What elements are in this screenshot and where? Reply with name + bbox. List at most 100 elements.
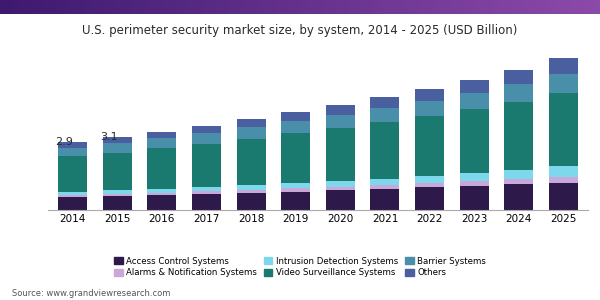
- Bar: [415, 100, 444, 116]
- Bar: [460, 186, 489, 210]
- Bar: [498, 0, 505, 14]
- Bar: [6, 0, 13, 14]
- Bar: [281, 134, 310, 183]
- Bar: [120, 0, 127, 14]
- Bar: [396, 0, 403, 14]
- Bar: [505, 184, 533, 210]
- Bar: [370, 184, 400, 189]
- Bar: [462, 0, 469, 14]
- Bar: [505, 84, 533, 102]
- Bar: [594, 0, 600, 14]
- Bar: [102, 0, 109, 14]
- Bar: [582, 0, 589, 14]
- Bar: [370, 97, 400, 108]
- Bar: [216, 0, 223, 14]
- Bar: [192, 194, 221, 210]
- Bar: [246, 0, 253, 14]
- Bar: [549, 93, 578, 166]
- Bar: [549, 166, 578, 177]
- Bar: [588, 0, 595, 14]
- Bar: [150, 0, 157, 14]
- Bar: [281, 188, 310, 192]
- Bar: [282, 0, 289, 14]
- Bar: [66, 0, 73, 14]
- Bar: [236, 193, 266, 210]
- Bar: [366, 0, 373, 14]
- Bar: [460, 173, 489, 181]
- Bar: [281, 183, 310, 188]
- Bar: [505, 170, 533, 179]
- Bar: [415, 176, 444, 183]
- Bar: [370, 189, 400, 210]
- Bar: [192, 144, 221, 188]
- Bar: [468, 0, 475, 14]
- Bar: [58, 148, 87, 156]
- Bar: [549, 74, 578, 93]
- Bar: [456, 0, 463, 14]
- Bar: [103, 190, 131, 194]
- Bar: [534, 0, 541, 14]
- Bar: [180, 0, 187, 14]
- Bar: [505, 179, 533, 184]
- Bar: [415, 183, 444, 188]
- Bar: [414, 0, 421, 14]
- Bar: [84, 0, 91, 14]
- Bar: [24, 0, 31, 14]
- Bar: [174, 0, 181, 14]
- Bar: [326, 182, 355, 187]
- Bar: [336, 0, 343, 14]
- Bar: [540, 0, 547, 14]
- Bar: [58, 197, 87, 210]
- Bar: [210, 0, 217, 14]
- Bar: [78, 0, 85, 14]
- Bar: [236, 127, 266, 139]
- Bar: [444, 0, 451, 14]
- Bar: [12, 0, 19, 14]
- Bar: [103, 143, 131, 153]
- Bar: [354, 0, 361, 14]
- Bar: [103, 153, 131, 190]
- Bar: [306, 0, 313, 14]
- Bar: [486, 0, 493, 14]
- Bar: [198, 0, 205, 14]
- Bar: [326, 115, 355, 128]
- Bar: [432, 0, 439, 14]
- Text: 3.1: 3.1: [100, 132, 118, 142]
- Bar: [186, 0, 193, 14]
- Bar: [234, 0, 241, 14]
- Bar: [42, 0, 49, 14]
- Bar: [58, 156, 87, 192]
- Bar: [415, 188, 444, 210]
- Bar: [147, 193, 176, 195]
- Bar: [480, 0, 487, 14]
- Bar: [147, 131, 176, 138]
- Bar: [103, 194, 131, 196]
- Bar: [147, 189, 176, 193]
- Bar: [114, 0, 121, 14]
- Bar: [103, 196, 131, 210]
- Bar: [326, 128, 355, 182]
- Bar: [36, 0, 43, 14]
- Bar: [258, 0, 265, 14]
- Bar: [96, 0, 103, 14]
- Bar: [162, 0, 169, 14]
- Bar: [348, 0, 355, 14]
- Bar: [0, 0, 7, 14]
- Bar: [420, 0, 427, 14]
- Bar: [108, 0, 115, 14]
- Bar: [460, 80, 489, 93]
- Bar: [58, 195, 87, 197]
- Bar: [342, 0, 349, 14]
- Bar: [222, 0, 229, 14]
- Bar: [48, 0, 55, 14]
- Bar: [318, 0, 325, 14]
- Bar: [372, 0, 379, 14]
- Legend: Access Control Systems, Alarms & Notification Systems, Intrusion Detection Syste: Access Control Systems, Alarms & Notific…: [110, 253, 490, 281]
- Bar: [558, 0, 565, 14]
- Bar: [370, 178, 400, 184]
- Bar: [90, 0, 97, 14]
- Bar: [378, 0, 385, 14]
- Bar: [252, 0, 259, 14]
- Bar: [147, 138, 176, 148]
- Bar: [264, 0, 271, 14]
